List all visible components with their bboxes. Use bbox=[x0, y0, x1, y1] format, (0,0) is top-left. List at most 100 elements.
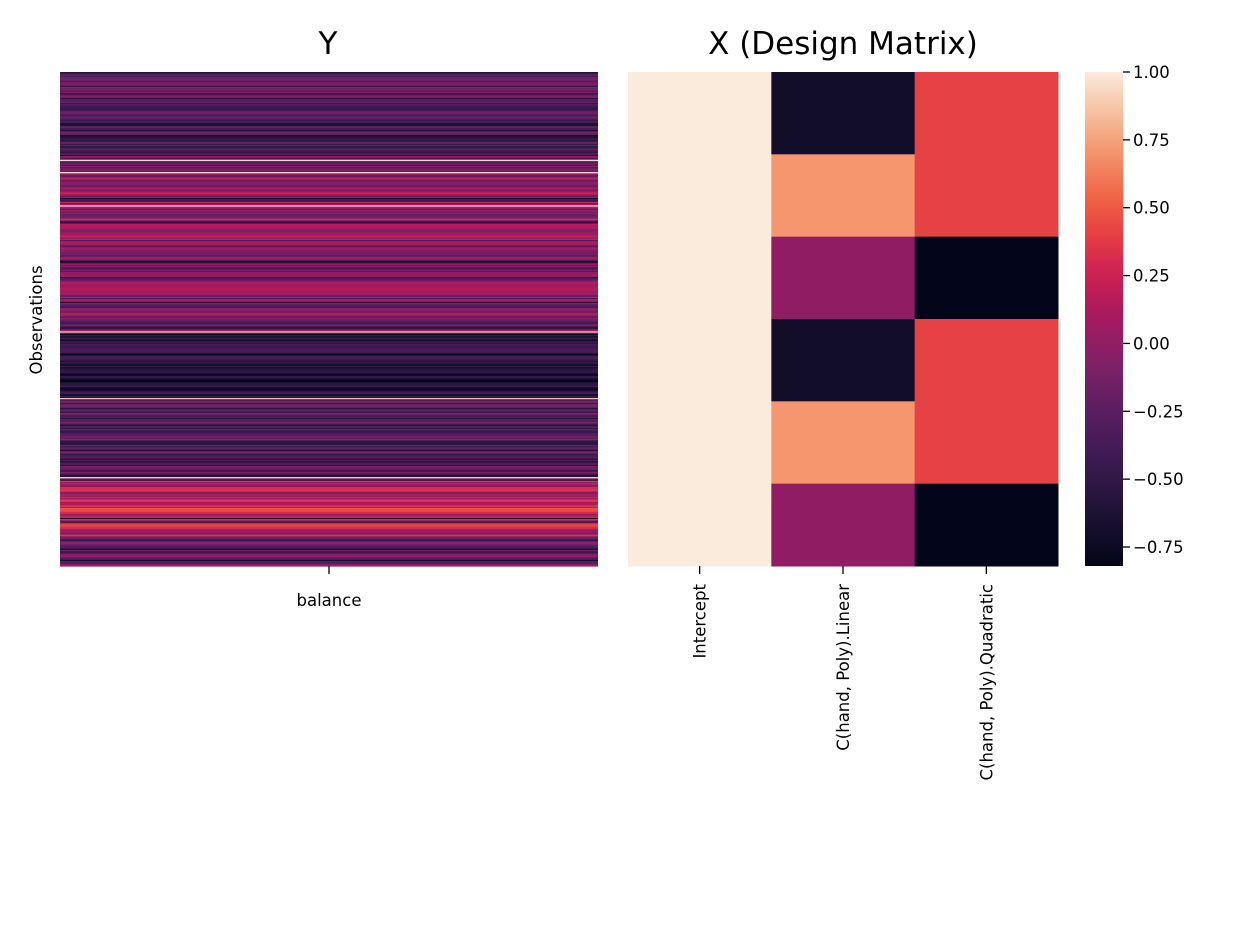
heatmap-y-cell bbox=[60, 400, 598, 403]
heatmap-y-cell bbox=[60, 337, 598, 340]
heatmap-y-cell bbox=[60, 209, 598, 211]
heatmap-y-cell bbox=[60, 269, 598, 272]
heatmap-y-cell bbox=[60, 118, 598, 121]
heatmap-y-cell bbox=[60, 301, 598, 304]
heatmap-y-cell bbox=[60, 153, 598, 156]
heatmap-y-cell bbox=[60, 348, 598, 351]
heatmap-y-cell bbox=[60, 506, 598, 509]
heatmap-y-cell bbox=[60, 93, 598, 95]
heatmap-y-cell bbox=[60, 300, 598, 303]
heatmap-y-cell bbox=[60, 91, 598, 94]
heatmap-y-cell bbox=[60, 248, 598, 251]
heatmap-y-cell bbox=[60, 391, 598, 394]
heatmap-y-cell bbox=[60, 101, 598, 104]
heatmap-y-cell bbox=[60, 76, 598, 79]
heatmap-y-cell bbox=[60, 113, 598, 116]
heatmap-y-cell bbox=[60, 280, 598, 283]
heatmap-y-cell bbox=[60, 420, 598, 423]
heatmap-y-cell bbox=[60, 160, 598, 163]
heatmap-y-cell bbox=[60, 83, 598, 85]
colorbar-tick-label: −0.50 bbox=[1133, 470, 1184, 489]
heatmap-y-cell bbox=[60, 546, 598, 549]
heatmap-y-cell bbox=[60, 379, 598, 382]
heatmap-x-cell bbox=[914, 72, 1059, 155]
heatmap-y-x-ticks: balance bbox=[297, 566, 361, 610]
heatmap-y-cell bbox=[60, 141, 598, 143]
heatmap-y-cell bbox=[60, 110, 598, 113]
heatmap-y-cell bbox=[60, 475, 598, 478]
heatmap-y-cell bbox=[60, 73, 598, 76]
heatmap-y-cell bbox=[60, 338, 598, 341]
heatmap-y-cell bbox=[60, 360, 598, 363]
heatmap-y-cell bbox=[60, 369, 598, 372]
heatmap-y-cell bbox=[60, 143, 598, 146]
heatmap-y-cell bbox=[60, 410, 598, 413]
heatmap-y-cell bbox=[60, 538, 598, 541]
heatmap-y-cell bbox=[60, 216, 598, 219]
heatmap-y-cell bbox=[60, 359, 598, 362]
heatmap-y-cell bbox=[60, 515, 598, 518]
heatmap-y-cell bbox=[60, 489, 598, 492]
heatmap-y-cell bbox=[60, 562, 598, 565]
heatmap-y-cell bbox=[60, 168, 598, 171]
heatmap-y-cell bbox=[60, 206, 598, 209]
heatmap-y-cell bbox=[60, 421, 598, 424]
heatmap-y-cell bbox=[60, 405, 598, 408]
heatmap-y-panel: Y balance Observations bbox=[27, 26, 598, 610]
heatmap-y-cell bbox=[60, 315, 598, 318]
heatmap-y-cell bbox=[60, 200, 598, 203]
heatmap-y-cell bbox=[60, 431, 598, 434]
heatmap-y-cell bbox=[60, 426, 598, 429]
heatmap-y-cell bbox=[60, 543, 598, 546]
heatmap-y-cell bbox=[60, 221, 598, 224]
heatmap-y-cell bbox=[60, 353, 598, 356]
heatmap-y-cell bbox=[60, 218, 598, 221]
heatmap-y-cell bbox=[60, 514, 598, 516]
heatmap-y-cell bbox=[60, 125, 598, 127]
heatmap-y-cell bbox=[60, 309, 598, 311]
heatmap-y-cell bbox=[60, 430, 598, 432]
heatmap-y-cell bbox=[60, 504, 598, 507]
x-tick-label: Intercept bbox=[691, 583, 710, 658]
heatmap-y-cell bbox=[60, 136, 598, 139]
heatmap-y-cell bbox=[60, 458, 598, 461]
heatmap-y-cell bbox=[60, 521, 598, 524]
heatmap-y-cell bbox=[60, 147, 598, 150]
heatmap-x-x-ticks: Intercept C(hand, Poly).Linear C(hand, Pol… bbox=[691, 566, 996, 781]
heatmap-y-cell bbox=[60, 79, 598, 82]
heatmap-y-cell bbox=[60, 238, 598, 241]
heatmap-y-cell bbox=[60, 78, 598, 80]
heatmap-y-cell bbox=[60, 289, 598, 292]
heatmap-y-cell bbox=[60, 375, 598, 378]
heatmap-y-cell bbox=[60, 477, 598, 479]
heatmap-y-cell bbox=[60, 163, 598, 166]
heatmap-y-cell bbox=[60, 494, 598, 497]
heatmap-y-cell bbox=[60, 126, 598, 129]
heatmap-x-cell bbox=[914, 319, 1059, 402]
chart-title-y: Y bbox=[318, 26, 338, 62]
heatmap-y-cell bbox=[60, 332, 598, 335]
colorbar-tick-label: 0.75 bbox=[1133, 131, 1170, 150]
heatmap-y-cell bbox=[60, 393, 598, 395]
heatmap-y-cell bbox=[60, 530, 598, 533]
heatmap-y-cell bbox=[60, 97, 598, 100]
heatmap-x-cell bbox=[628, 154, 772, 238]
heatmap-y-cell bbox=[60, 563, 598, 566]
heatmap-x-cell bbox=[771, 483, 916, 567]
heatmap-y-cell bbox=[60, 327, 598, 330]
heatmap-y-cell bbox=[60, 306, 598, 309]
heatmap-y-cell bbox=[60, 189, 598, 192]
x-tick-label: C(hand, Poly).Quadratic bbox=[977, 584, 996, 781]
heatmap-y-cell bbox=[60, 317, 598, 320]
heatmap-x-cell bbox=[914, 483, 1059, 567]
heatmap-y-cell bbox=[60, 419, 598, 421]
heatmap-y-cell bbox=[60, 138, 598, 141]
heatmap-y-cell bbox=[60, 442, 598, 445]
heatmap-y-cell bbox=[60, 175, 598, 178]
heatmap-y-cell bbox=[60, 479, 598, 482]
heatmap-y-cell bbox=[60, 331, 598, 334]
heatmap-y-cell bbox=[60, 325, 598, 328]
heatmap-y-cell bbox=[60, 503, 598, 505]
heatmap-y-cell bbox=[60, 258, 598, 261]
heatmap-y-cell bbox=[60, 428, 598, 431]
